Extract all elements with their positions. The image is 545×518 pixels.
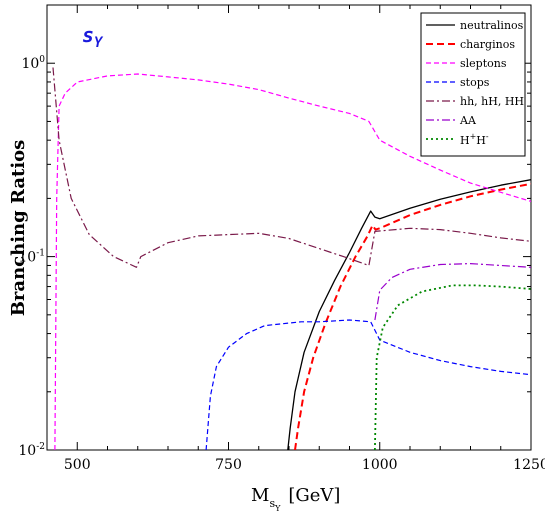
legend-label: hh, hH, HH <box>460 95 524 108</box>
series-group <box>52 67 531 450</box>
x-tick-label: 1250 <box>513 457 545 473</box>
series-line-aa <box>374 263 531 321</box>
axis-ticks: 500 750 1000 1250 10-2 10-1 100 <box>18 4 545 473</box>
legend-label: neutralinos <box>460 19 524 32</box>
legend: neutralinos charginos sleptons stops hh, hH,… <box>420 12 526 157</box>
series-line-charginos <box>294 182 531 450</box>
legend-label: charginos <box>460 38 515 51</box>
legend-box <box>420 12 526 157</box>
x-axis-title: MsY[GeV] <box>251 485 340 513</box>
legend-label: sleptons <box>460 57 507 70</box>
series-line-h-h <box>374 284 531 450</box>
x-tick-label: 750 <box>215 457 242 473</box>
y-tick-label: 10-2 <box>18 442 45 459</box>
x-tick-label: 1000 <box>362 457 398 473</box>
panel-label: sY <box>82 23 104 51</box>
series-line-hh-hh-hh <box>52 67 531 268</box>
series-line-sleptons <box>54 73 531 450</box>
legend-label: AA <box>459 114 477 127</box>
legend-label-hplus-hminus: H+H- <box>460 132 489 147</box>
series-line-stops <box>205 319 531 450</box>
y-tick-label: 100 <box>21 55 45 72</box>
x-tick-label: 500 <box>64 457 91 473</box>
legend-label: stops <box>460 76 490 89</box>
y-tick-label: 10-1 <box>18 249 45 266</box>
y-axis-title: Branching Ratios <box>8 140 29 317</box>
series-line-neutralinos <box>287 179 531 450</box>
